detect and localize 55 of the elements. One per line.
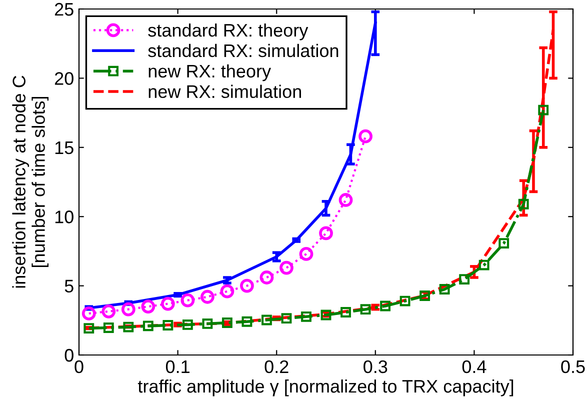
point <box>281 313 292 324</box>
legend-label: new RX: simulation <box>148 84 301 98</box>
point <box>380 300 390 312</box>
point <box>400 296 410 306</box>
point <box>180 293 195 308</box>
point <box>518 198 529 210</box>
point <box>459 274 470 285</box>
y-tick-label: 0 <box>64 348 74 362</box>
point <box>220 284 234 298</box>
point <box>222 318 232 328</box>
x-tick-label: 0.2 <box>264 360 288 374</box>
x-tick-label: 0.3 <box>364 360 388 374</box>
point <box>320 310 332 320</box>
point <box>439 284 450 294</box>
y-axis-title: insertion latency at node C [number of time slots] <box>12 76 48 288</box>
point <box>301 311 312 322</box>
point <box>162 320 174 330</box>
y-tick-label: 15 <box>55 142 74 154</box>
y-tick-label: 10 <box>55 210 74 224</box>
point <box>358 129 372 144</box>
x-axis-title: traffic amplitude γ [normalized to TRX capacity] <box>138 379 514 396</box>
x-tick-label: 0.5 <box>561 360 585 374</box>
point <box>123 322 134 332</box>
y-tick-label: 5 <box>64 280 74 293</box>
point <box>202 318 213 329</box>
x-tick-label: 0 <box>74 360 84 374</box>
point <box>84 323 94 334</box>
legend-label: new RX: theory <box>148 64 272 82</box>
x-tick-label: 0.4 <box>462 360 486 374</box>
point <box>182 319 193 330</box>
point <box>200 290 214 304</box>
point <box>160 296 175 311</box>
point <box>102 304 116 318</box>
point <box>262 314 272 326</box>
point <box>538 104 549 116</box>
point <box>142 320 154 332</box>
legend-label: standard RX: simulation <box>148 44 338 58</box>
x-tick-label: 0.1 <box>166 360 190 374</box>
point <box>280 260 294 275</box>
point <box>338 193 353 207</box>
point <box>340 307 351 318</box>
point <box>103 322 114 333</box>
point <box>478 260 490 270</box>
point <box>242 316 252 327</box>
point <box>319 226 333 240</box>
point <box>360 304 371 315</box>
point <box>260 270 274 284</box>
legend-label: standard RX: theory <box>148 23 308 40</box>
point <box>498 238 510 249</box>
point <box>299 247 314 261</box>
y-tick-label: 25 <box>54 2 74 16</box>
point <box>240 278 254 293</box>
point <box>121 302 136 316</box>
y-tick-label: 20 <box>54 72 74 85</box>
point <box>141 300 156 314</box>
